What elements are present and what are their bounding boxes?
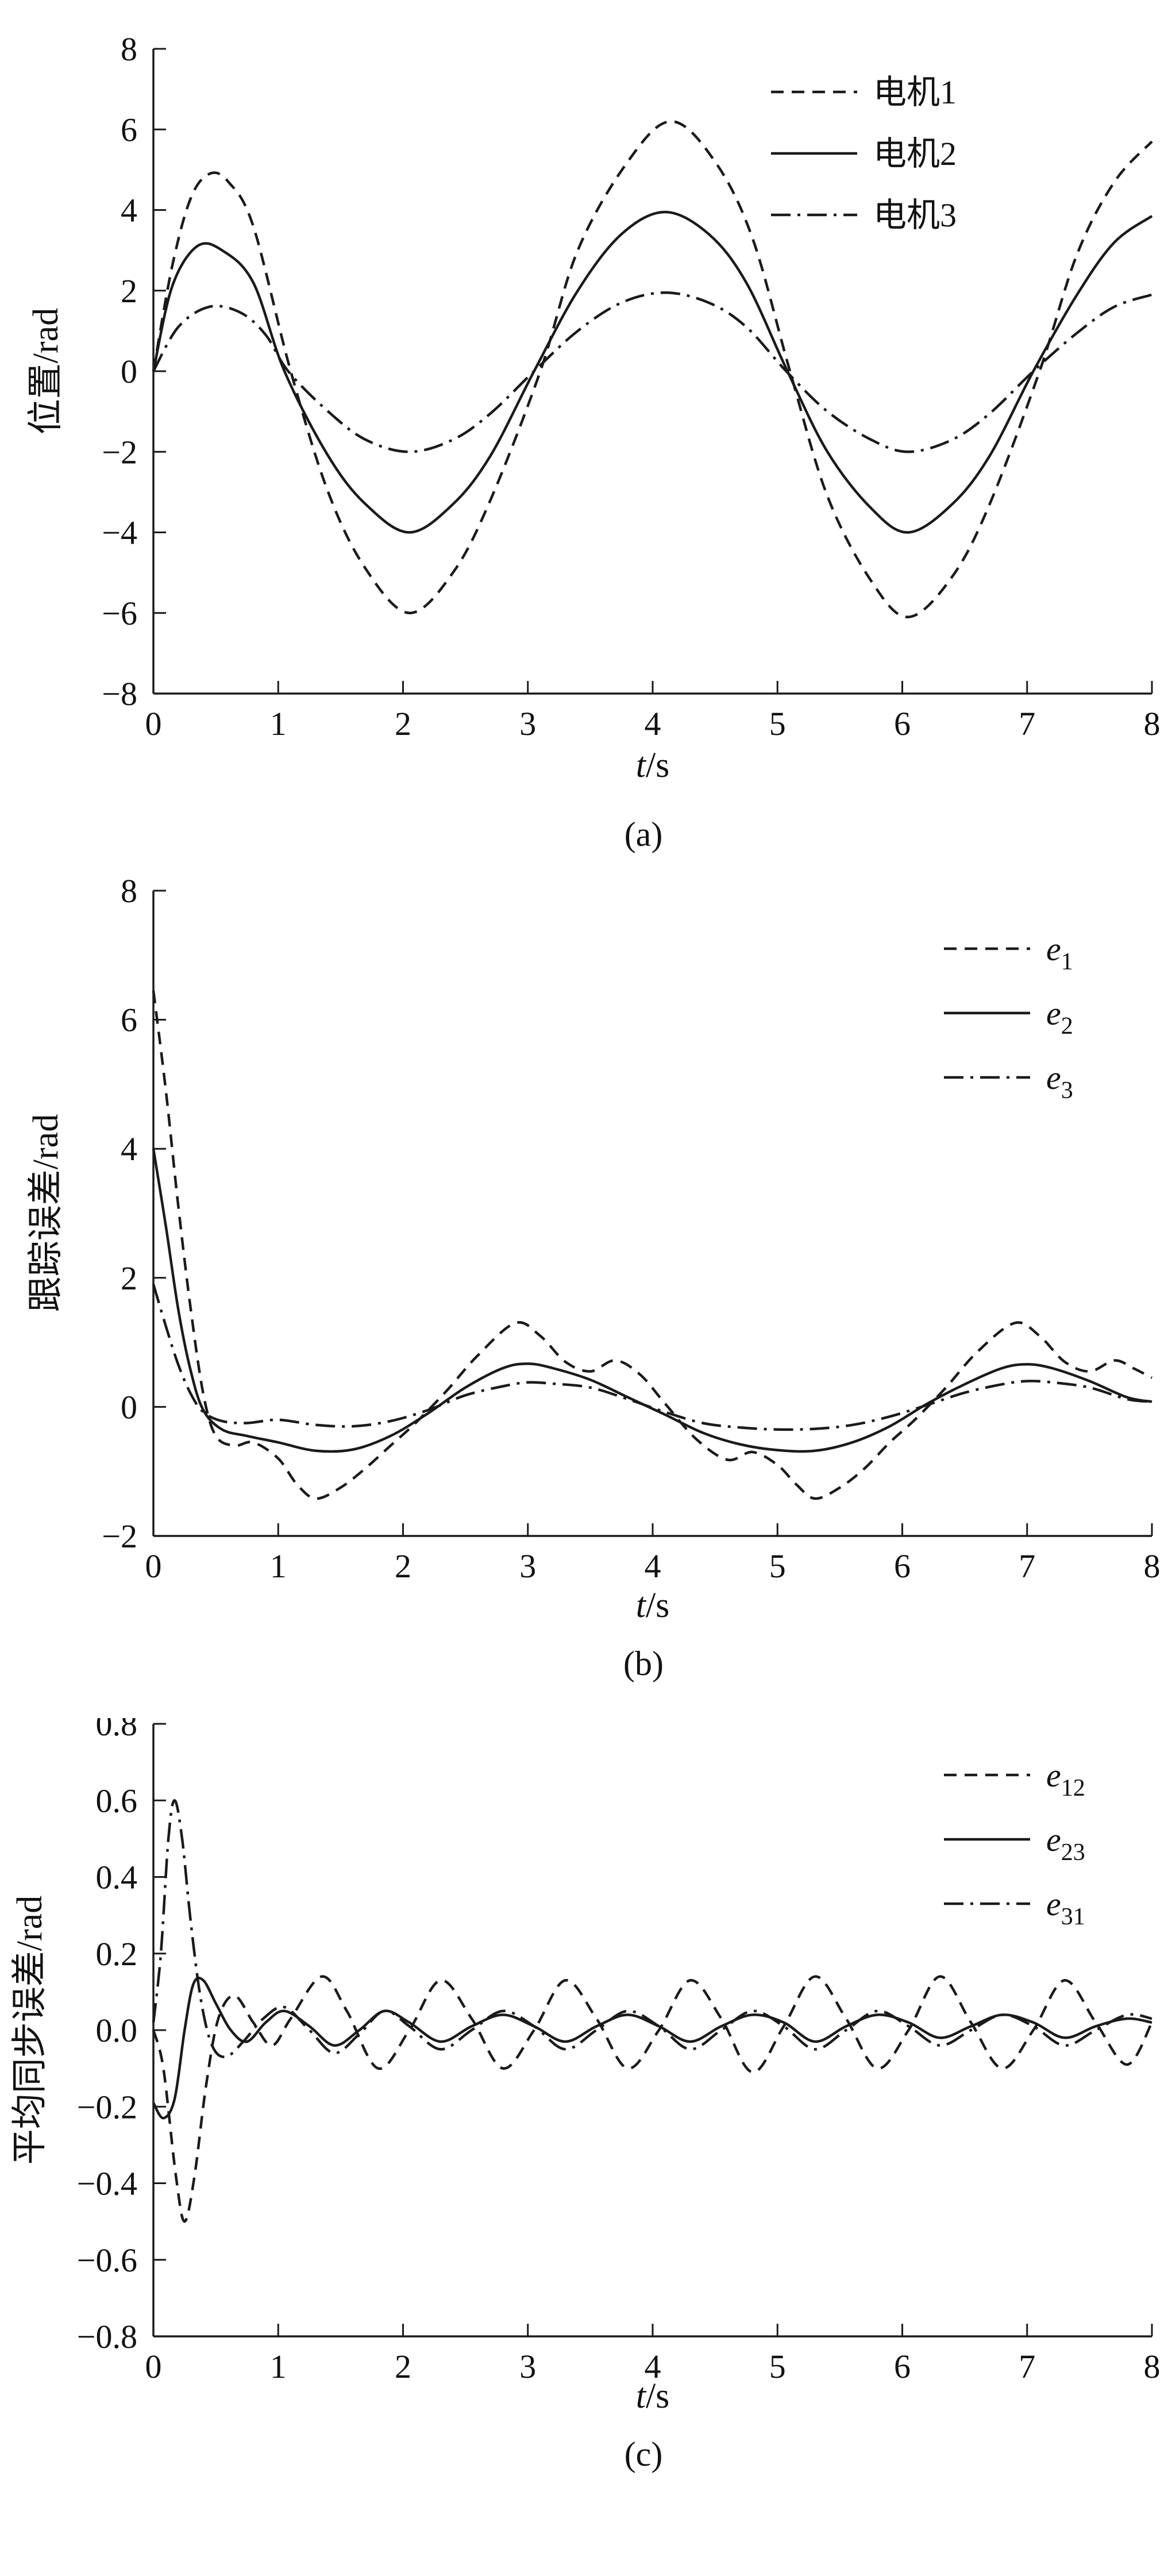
plot-c: 0 1 2 3 4 5 6 7 8 0.8 0.6 0.4 0.2 0.0 −0.2 −0.4 −0.6 −0.8…	[77, 1718, 1161, 2385]
caption-b: (b)	[623, 1645, 664, 1682]
legend-label-motor1: 电机1	[873, 74, 957, 111]
x-tick-label: 1	[270, 705, 287, 742]
x-tick-label: 4	[645, 2348, 661, 2385]
x-tick-label: 0	[145, 705, 162, 742]
y-tick-label: −2	[102, 1518, 137, 1555]
figure-a: 位置/rad t/s (a) 0 1 2 3 4 5 6 7 8 8 6 4 2 0 −2 −4 −6 −8 电机1…	[0, 0, 1168, 868]
legend-label-e12: e12	[1046, 1757, 1085, 1801]
x-tick-label: 6	[894, 705, 911, 742]
x-tick-label: 8	[1144, 2348, 1161, 2385]
caption-a: (a)	[625, 815, 663, 853]
y-tick-label: 2	[121, 1260, 137, 1297]
x-axis-label-b: t/s	[636, 1586, 670, 1625]
y-tick-label: 4	[121, 1130, 137, 1168]
series-e31	[152, 1799, 1152, 2058]
figure-b: 跟踪误差/rad t/s (b) 0 1 2 3 4 5 6 7 8 8 6 4 2 0 −2 e1 e2 e3	[0, 868, 1168, 1718]
x-tick-label: 7	[1019, 1547, 1035, 1585]
x-tick-label: 1	[270, 2348, 287, 2385]
x-tick-label: 3	[519, 2348, 536, 2385]
figure-c: 平均同步误差/rad t/s (c) 0 1 2 3 4 5 6 7 8 0.8 0.6 0.4 0.2…	[0, 1718, 1168, 2576]
y-tick-label: −6	[102, 595, 137, 632]
caption-c: (c)	[625, 2435, 663, 2473]
x-tick-label: 0	[145, 2348, 162, 2385]
x-tick-label: 5	[769, 2348, 786, 2385]
legend-label-motor2: 电机2	[873, 135, 957, 172]
series-e2	[152, 1148, 1152, 1453]
y-tick-label: 2	[121, 272, 137, 310]
series-e3	[152, 1284, 1152, 1431]
series-motor2	[152, 210, 1153, 534]
legend-label-e31: e31	[1046, 1885, 1085, 1930]
x-axis-label-a: t/s	[636, 746, 670, 785]
series-motor3	[152, 291, 1152, 453]
series-e1	[152, 990, 1153, 1500]
chart-c-canvas: 平均同步误差/rad t/s (c) 0 1 2 3 4 5 6 7 8 0.8 0.6 0.4 0.2…	[10, 1718, 1161, 2473]
plot-a: 0 1 2 3 4 5 6 7 8 8 6 4 2 0 −2 −4 −6 −8 电机1 电机2 电机3	[102, 30, 1160, 742]
x-tick-label: 4	[645, 1547, 661, 1585]
series-e23	[152, 1976, 1152, 2120]
y-tick-label: 8	[121, 30, 137, 68]
x-tick-label: 1	[270, 1547, 287, 1585]
x-tick-label: 3	[519, 705, 536, 742]
y-tick-label: 4	[121, 192, 137, 229]
x-tick-label: 7	[1019, 705, 1035, 742]
y-axis-label-b: 跟踪误差/rad	[26, 1114, 65, 1312]
legend-label-e23: e23	[1046, 1821, 1085, 1866]
y-tick-label: 0.2	[96, 1935, 138, 1973]
x-tick-label: 3	[519, 1547, 536, 1585]
x-tick-label: 2	[395, 2348, 411, 2385]
x-tick-label: 6	[894, 2348, 911, 2385]
y-axis-label-a: 位置/rad	[26, 308, 65, 434]
x-tick-label: 5	[769, 705, 786, 742]
legend-label-e1: e1	[1046, 930, 1073, 975]
y-tick-label: 0.8	[96, 1718, 138, 1743]
x-tick-label: 6	[894, 1547, 911, 1585]
y-tick-label: 6	[121, 111, 137, 148]
y-tick-label: 6	[121, 1002, 137, 1039]
y-tick-label: 8	[121, 872, 137, 910]
y-tick-label: −2	[102, 433, 137, 471]
series-motor1	[152, 120, 1153, 619]
x-tick-label: 8	[1144, 1547, 1161, 1585]
legend-label-e2: e2	[1046, 995, 1073, 1039]
y-tick-label: −8	[102, 675, 137, 713]
y-tick-label: −0.2	[77, 2088, 137, 2126]
x-tick-label: 2	[395, 1547, 411, 1585]
y-axis-label-c: 平均同步误差/rad	[10, 1896, 49, 2165]
legend-label-motor3: 电机3	[873, 197, 957, 234]
x-tick-label: 2	[395, 705, 411, 742]
x-tick-label: 7	[1019, 2348, 1035, 2385]
y-tick-label: −0.4	[77, 2165, 137, 2203]
x-tick-label: 5	[769, 1547, 786, 1585]
y-tick-label: 0.6	[96, 1782, 138, 1819]
y-tick-label: −0.6	[77, 2242, 137, 2279]
legend-label-e3: e3	[1046, 1059, 1073, 1104]
x-tick-label: 0	[145, 1547, 162, 1585]
y-tick-label: 0.4	[96, 1859, 138, 1896]
x-tick-label: 4	[645, 705, 661, 742]
series-e12	[152, 1975, 1153, 2223]
y-tick-label: 0	[121, 1388, 137, 1426]
y-tick-label: 0	[121, 353, 137, 390]
y-tick-label: −4	[102, 514, 137, 552]
x-axis-label-c: t/s	[636, 2377, 670, 2416]
x-tick-label: 8	[1144, 705, 1161, 742]
chart-a-canvas: 位置/rad t/s (a) 0 1 2 3 4 5 6 7 8 8 6 4 2 0 −2 −4 −6 −8 电机1…	[26, 30, 1161, 853]
y-tick-label: −0.8	[77, 2318, 137, 2355]
y-tick-label: 0.0	[96, 2012, 138, 2049]
